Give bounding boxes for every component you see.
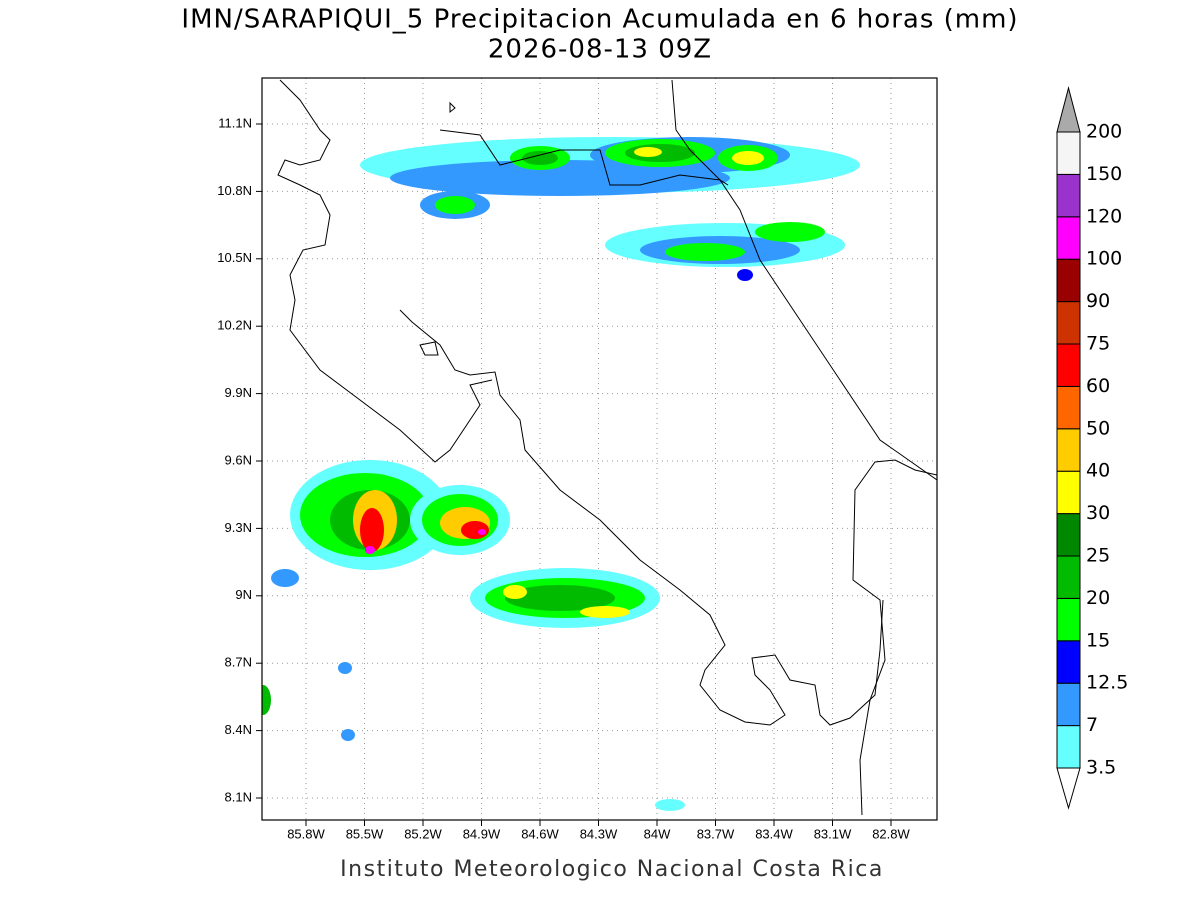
colorbar-box	[1056, 513, 1081, 557]
colorbar-box	[1056, 385, 1081, 430]
colorbar-label: 12.5	[1086, 672, 1128, 694]
colorbar-label: 50	[1086, 417, 1110, 439]
footer: Instituto Meteorologico Nacional Costa R…	[340, 857, 884, 882]
colorbar-label: 3.5	[1086, 757, 1116, 779]
colorbar-under	[1056, 767, 1081, 810]
y-tick-label: 11.1N	[218, 115, 252, 130]
y-tick-label: 9.9N	[225, 385, 252, 400]
colorbar-label: 120	[1086, 205, 1122, 227]
colorbar-box	[1056, 343, 1081, 387]
map-frame	[261, 77, 938, 821]
colorbar-box	[1056, 555, 1081, 599]
colorbar-label: 20	[1086, 587, 1110, 609]
colorbar-label: 40	[1086, 460, 1110, 482]
y-tick-label: 9.3N	[225, 520, 252, 535]
y-tick-label: 10.5N	[217, 250, 252, 265]
coastlines	[277, 79, 937, 816]
colorbar-label: 30	[1086, 502, 1110, 524]
x-tick-label: 83.1W	[814, 826, 852, 841]
y-tick-label: 9N	[235, 587, 252, 602]
map: 85.8W 85.5W 85.2W 84.9W 84.6W 84.3W 84W 83.7W 83…	[217, 77, 938, 841]
colorbar-over	[1056, 86, 1081, 133]
colorbar-label: 100	[1086, 248, 1122, 270]
subtitle: 2026-08-13 09Z	[488, 35, 712, 65]
x-tick-label: 83.7W	[697, 826, 735, 841]
title: IMN/SARAPIQUI_5 Precipitacion Acumulada …	[181, 5, 1018, 35]
y-tick-label: 8.7N	[225, 655, 252, 670]
x-tick-label: 85.8W	[287, 826, 325, 841]
colorbar-box	[1056, 725, 1081, 769]
x-tick-label: 84.6W	[521, 826, 559, 841]
colorbar-label: 7	[1086, 714, 1098, 736]
x-tick-label: 85.5W	[346, 826, 384, 841]
colorbar-label: 150	[1086, 163, 1122, 185]
colorbar-box	[1056, 682, 1081, 727]
colorbar-label: 60	[1086, 375, 1110, 397]
colorbar-box	[1056, 131, 1081, 175]
colorbar-label: 15	[1086, 629, 1110, 651]
colorbar-box	[1056, 173, 1081, 218]
colorbar-box	[1056, 301, 1081, 345]
y-tick-label: 8.4N	[225, 722, 252, 737]
y-tick-label: 10.2N	[217, 318, 252, 333]
colorbar-label: 200	[1086, 121, 1122, 143]
precipitation	[262, 137, 860, 811]
x-tick-label: 82.8W	[872, 826, 910, 841]
y-tick-label: 10.8N	[217, 183, 252, 198]
grid	[262, 78, 937, 820]
colorbar-label: 75	[1086, 333, 1110, 355]
x-tick-label: 84W	[644, 826, 671, 841]
x-tick-label: 84.3W	[580, 826, 618, 841]
colorbar-label: 25	[1086, 545, 1110, 567]
colorbar-box	[1056, 428, 1081, 472]
colorbar-box	[1056, 216, 1081, 260]
colorbar-box	[1056, 258, 1081, 303]
colorbar-label: 90	[1086, 290, 1110, 312]
y-tick-label: 9.6N	[225, 452, 252, 467]
colorbar-box	[1056, 597, 1081, 642]
y-tick-label: 8.1N	[225, 789, 252, 804]
x-tick-label: 85.2W	[404, 826, 442, 841]
colorbar-box	[1056, 470, 1081, 515]
x-tick-label: 83.4W	[755, 826, 793, 841]
colorbar-box	[1056, 640, 1081, 684]
x-tick-label: 84.9W	[463, 826, 501, 841]
colorbar: 3.5 7 12.5 15 20 25 30 40 50 60 75 90 100 120 150 200	[1056, 86, 1128, 810]
